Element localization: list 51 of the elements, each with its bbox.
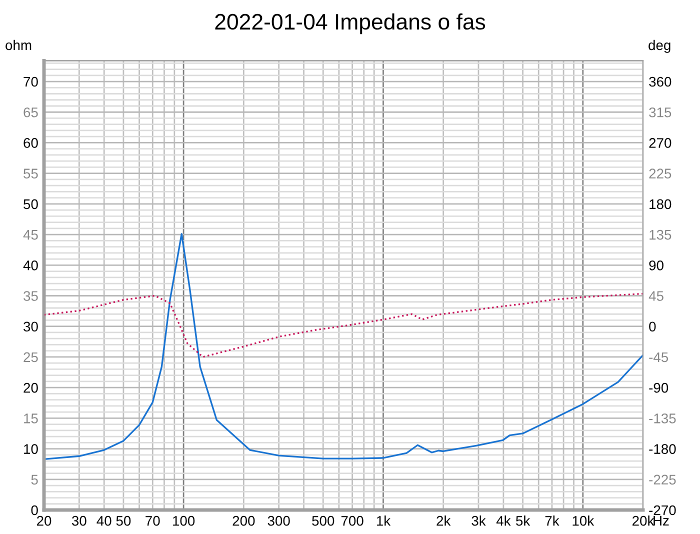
y2-tick-label: 135	[650, 230, 672, 240]
y2-tick-label: 360	[649, 76, 672, 87]
y-tick-label: 70	[24, 76, 38, 87]
x-tick-label: 70	[146, 516, 160, 526]
y2-tick-label: -270	[649, 505, 676, 516]
y-tick-label: 60	[24, 138, 38, 148]
x-tick-label: 300	[268, 516, 290, 526]
y2-tick-label: 45	[648, 291, 664, 301]
y2-tick-label: 225	[649, 168, 672, 178]
x-tick-label: 5k	[516, 516, 530, 526]
y2-tick-label: 0	[649, 322, 656, 332]
x-axis-title: Hz	[654, 516, 669, 526]
y-tick-label: 10	[24, 444, 38, 454]
x-tick-label: 7k	[545, 516, 560, 526]
y-axis-title: ohm	[6, 40, 32, 50]
y-tick-label: 15	[24, 414, 38, 424]
y-tick-label: 50	[24, 199, 38, 210]
y-tick-label: 5	[31, 474, 38, 485]
y-tick-label: 25	[24, 352, 38, 362]
x-tick-label: 200	[232, 516, 255, 526]
y2-tick-label: -180	[649, 444, 676, 454]
x-tick-label: 4k	[496, 516, 511, 526]
x-tick-label: 20k	[632, 516, 654, 526]
y-tick-label: 30	[24, 322, 38, 332]
x-tick-label: 1k	[376, 516, 391, 526]
x-tick-label: 40	[96, 516, 112, 526]
y2-tick-label: 180	[650, 199, 672, 210]
x-tick-label: 100	[173, 516, 195, 526]
y2-tick-label: -45	[649, 352, 668, 362]
y-tick-label: 35	[24, 291, 38, 301]
chart-title: 2022-01-04 Impedans o fas	[215, 13, 486, 34]
y-tick-label: 65	[24, 107, 38, 118]
x-tick-label: 3k	[472, 516, 486, 526]
y2-tick-label: -90	[649, 382, 668, 393]
y-tick-label: 45	[23, 230, 38, 240]
y-tick-label: 20	[24, 382, 38, 393]
y2-tick-label: 315	[649, 107, 672, 118]
y2-tick-label: -135	[649, 414, 676, 424]
y2-axis-title: deg	[648, 40, 670, 53]
x-tick-label: 700	[341, 516, 364, 526]
y2-tick-label: 270	[649, 138, 672, 148]
x-tick-label: 30	[72, 516, 86, 526]
x-tick-label: 50	[116, 516, 131, 526]
x-tick-label: 10k	[572, 516, 594, 526]
y2-tick-label: 90	[649, 260, 664, 270]
x-tick-label: 2k	[436, 516, 451, 526]
y2-tick-label: -225	[649, 474, 676, 485]
y-tick-label: 0	[31, 505, 38, 516]
y-tick-label: 40	[23, 260, 38, 270]
x-tick-label: 500	[312, 516, 334, 526]
y-tick-label: 55	[24, 168, 38, 178]
